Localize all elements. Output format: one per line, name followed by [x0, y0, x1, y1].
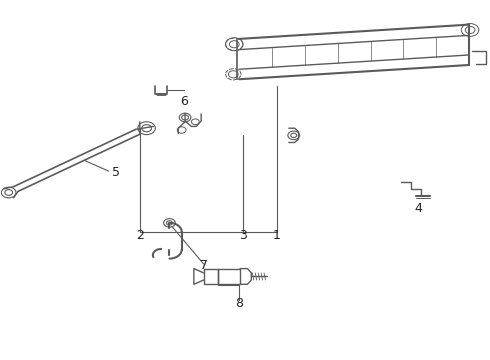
- Text: 1: 1: [273, 229, 281, 242]
- Text: 7: 7: [199, 259, 208, 272]
- Text: 4: 4: [414, 202, 422, 215]
- Text: 3: 3: [239, 229, 246, 242]
- Text: 5: 5: [112, 166, 120, 179]
- Text: 6: 6: [180, 95, 188, 108]
- Text: 2: 2: [136, 229, 144, 242]
- Text: 8: 8: [235, 297, 243, 310]
